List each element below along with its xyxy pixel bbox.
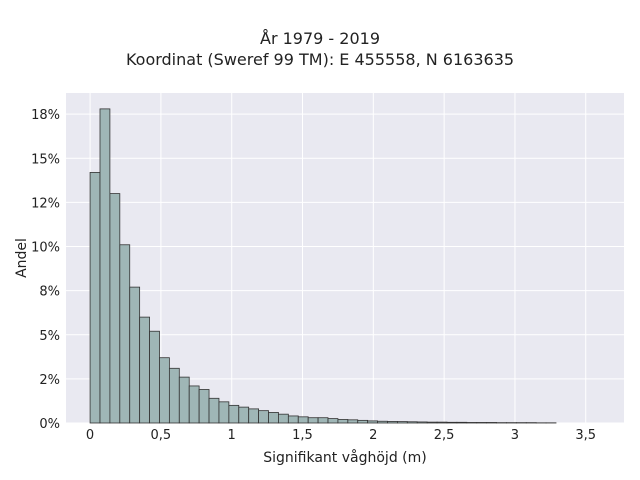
histogram-bar	[476, 422, 488, 424]
histogram-bar	[367, 420, 378, 424]
histogram-bar	[218, 401, 230, 424]
histogram-bar	[387, 421, 398, 424]
histogram-bar	[347, 419, 359, 424]
histogram-bar	[466, 422, 478, 424]
x-tick-label: 2	[369, 428, 377, 443]
y-tick-label: 8%	[39, 285, 60, 300]
y-tick-label: 2%	[39, 373, 60, 388]
histogram-bar	[406, 421, 418, 424]
chart-title-line-2: Koordinat (Sweref 99 TM): E 455558, N 61…	[125, 50, 515, 69]
y-tick-label: 12%	[31, 196, 60, 211]
histogram-bars	[89, 108, 557, 424]
chart-title-line-1: År 1979 - 2019	[260, 29, 380, 48]
histogram-bar	[397, 421, 408, 424]
histogram-bar	[99, 108, 111, 424]
histogram-bar	[188, 385, 200, 424]
histogram-bar	[416, 421, 428, 424]
histogram-bar	[208, 397, 220, 424]
histogram-bar	[307, 417, 319, 424]
histogram-bar	[228, 404, 240, 424]
y-tick-label: 10%	[31, 241, 60, 256]
histogram-bar	[446, 421, 458, 424]
histogram-bar	[317, 417, 329, 424]
y-tick-labels: 0% 2% 5% 8% 10% 12% 15% 18%	[31, 108, 60, 432]
histogram-bar	[377, 420, 388, 424]
histogram-bar	[159, 357, 170, 424]
x-tick-label: 3	[511, 428, 519, 443]
y-tick-label: 18%	[31, 108, 60, 123]
histogram-bar	[297, 416, 309, 424]
histogram-bar	[129, 286, 141, 424]
histogram-bar	[139, 316, 150, 424]
histogram-bar	[486, 422, 497, 424]
histogram-bar	[119, 244, 131, 424]
histogram-bar	[287, 415, 299, 424]
histogram-bar	[337, 419, 349, 424]
histogram-bar	[89, 172, 101, 424]
histogram-bar	[268, 412, 279, 424]
x-gridlines	[89, 93, 587, 423]
histogram-bar	[456, 421, 468, 424]
x-tick-label: 1,5	[292, 428, 313, 443]
y-tick-label: 15%	[31, 152, 60, 167]
histogram-bar	[109, 193, 121, 424]
x-tick-label: 3,5	[575, 428, 596, 443]
y-axis-label: Andel	[14, 238, 30, 278]
histogram-bar	[258, 410, 269, 424]
histogram-bar	[178, 376, 190, 424]
histogram-bar	[426, 421, 438, 424]
x-tick-label: 0,5	[151, 428, 172, 443]
x-axis-label: Signifikant våghöjd (m)	[263, 449, 426, 466]
histogram-bar	[248, 408, 260, 424]
x-tick-label: 2,5	[434, 428, 455, 443]
histogram-bar	[278, 413, 289, 424]
histogram-bar	[149, 330, 160, 424]
x-tick-label: 1	[228, 428, 236, 443]
histogram-bar	[198, 389, 210, 424]
y-tick-label: 0%	[39, 417, 60, 432]
x-tick-label: 0	[86, 428, 94, 443]
histogram-bar	[168, 367, 180, 424]
histogram-bar	[327, 418, 339, 424]
y-tick-label: 5%	[39, 329, 60, 344]
x-tick-labels: 0 0,5 1 1,5 2 2,5 3 3,5	[86, 428, 596, 443]
histogram-bar	[357, 419, 369, 424]
histogram-bar	[436, 421, 448, 424]
histogram-bar	[238, 406, 250, 424]
